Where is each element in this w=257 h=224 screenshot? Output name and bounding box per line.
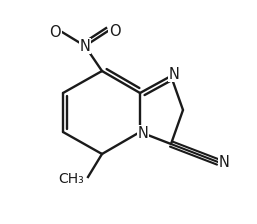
Text: N: N: [169, 67, 179, 82]
Text: N: N: [137, 125, 149, 140]
Text: N: N: [80, 39, 90, 54]
Text: N: N: [218, 155, 230, 170]
Text: O: O: [109, 24, 121, 39]
Text: O: O: [49, 24, 61, 39]
Text: CH₃: CH₃: [58, 172, 84, 186]
